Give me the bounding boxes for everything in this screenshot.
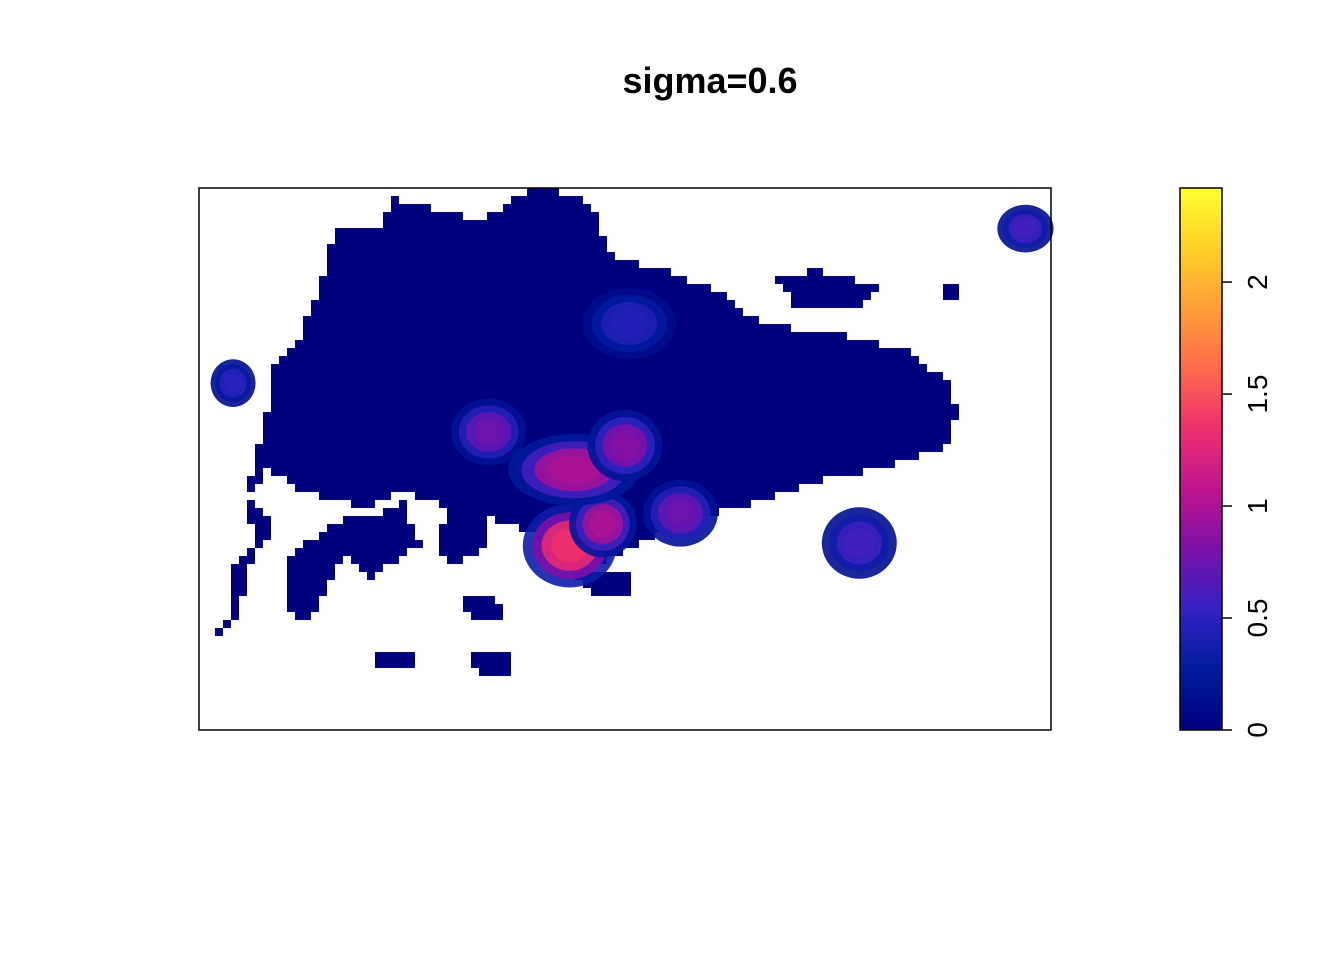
legend-tick-label: 0 xyxy=(1242,722,1273,738)
chart-title: sigma=0.6 xyxy=(622,60,797,101)
hotspot-5 xyxy=(587,409,663,482)
hotspot-6 xyxy=(642,479,718,547)
legend-tick-label: 0.5 xyxy=(1242,599,1273,638)
hotspot-2 xyxy=(569,490,637,558)
density-hotspots xyxy=(210,204,1054,588)
hotspot-9 xyxy=(997,204,1054,253)
color-legend: 0 0.5 1 1.5 2 xyxy=(1179,187,1273,738)
hotspot-3 xyxy=(451,398,527,466)
legend-tick-label: 2 xyxy=(1242,274,1273,290)
hotspot-8 xyxy=(821,507,897,579)
legend-tick-label: 1 xyxy=(1242,498,1273,514)
plot-frame xyxy=(198,187,1052,731)
hotspot-7 xyxy=(582,287,677,360)
hotspot-4 xyxy=(508,434,640,506)
legend-color-bar xyxy=(1179,187,1223,731)
hotspot-10 xyxy=(210,359,256,407)
land-cells xyxy=(215,188,959,676)
legend-tick-label: 1.5 xyxy=(1242,375,1273,414)
density-raster xyxy=(215,188,959,676)
